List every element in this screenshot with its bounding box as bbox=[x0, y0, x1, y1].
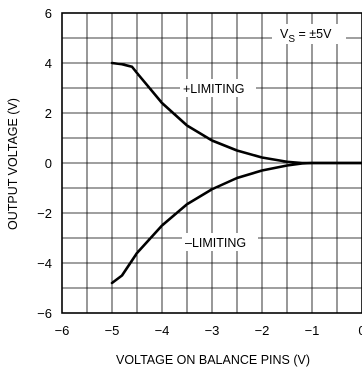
x-axis-title: VOLTAGE ON BALANCE PINS (V) bbox=[116, 353, 310, 367]
y-tick-label: −4 bbox=[37, 256, 52, 271]
series-lines bbox=[110, 61, 362, 285]
y-tick-labels: −6 −4 −2 0 2 4 6 bbox=[37, 6, 52, 321]
x-tick-label: −6 bbox=[55, 323, 70, 338]
x-tick-label: −2 bbox=[255, 323, 270, 338]
x-tick-label: 0 bbox=[358, 323, 362, 338]
y-tick-label: 0 bbox=[45, 156, 52, 171]
pos-limiting-label: +LIMITING bbox=[183, 82, 244, 96]
plot-border bbox=[61, 12, 362, 314]
neg-limiting-label-background bbox=[182, 233, 258, 251]
supply-voltage-symbol: V bbox=[280, 27, 289, 41]
x-tick-label: −1 bbox=[305, 323, 320, 338]
x-tick-label: −4 bbox=[155, 323, 170, 338]
y-tick-label: −2 bbox=[37, 206, 52, 221]
supply-label-background bbox=[272, 24, 346, 44]
neg-limiting-label: –LIMITING bbox=[185, 236, 246, 250]
pos-limiting-label-background bbox=[180, 79, 256, 97]
x-tick-labels: −6 −5 −4 −3 −2 −1 0 bbox=[55, 323, 362, 338]
x-tick-label: −5 bbox=[105, 323, 120, 338]
y-tick-label: −6 bbox=[37, 306, 52, 321]
supply-voltage-label: VS = ±5V bbox=[280, 27, 332, 45]
supply-voltage-value: = ±5V bbox=[295, 27, 332, 41]
y-axis-title: OUTPUT VOLTAGE (V) bbox=[6, 98, 20, 230]
y-tick-label: 4 bbox=[45, 56, 52, 71]
x-tick-label: −3 bbox=[205, 323, 220, 338]
series-line-neg-limiting bbox=[110, 161, 362, 285]
supply-voltage-subscript: S bbox=[288, 34, 295, 45]
y-tick-label: 2 bbox=[45, 106, 52, 121]
y-tick-label: 6 bbox=[45, 6, 52, 21]
plot-frame bbox=[61, 12, 362, 314]
